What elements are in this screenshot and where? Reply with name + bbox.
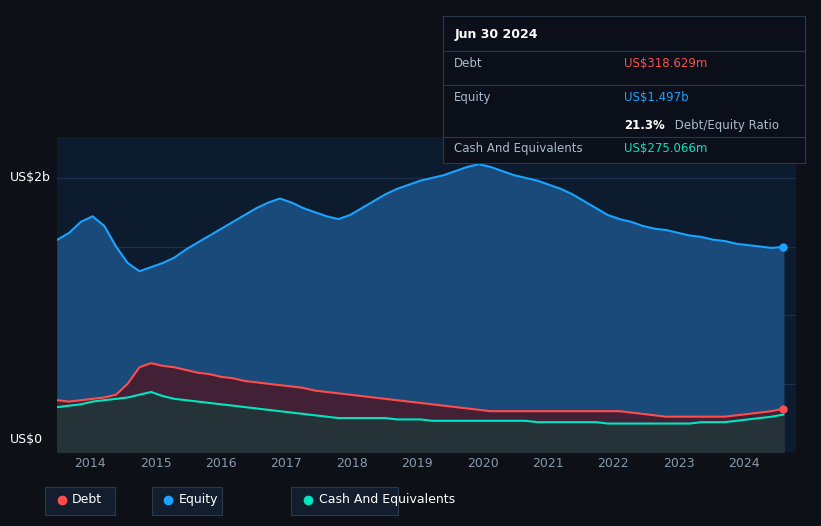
Text: Equity: Equity	[179, 493, 218, 506]
FancyBboxPatch shape	[291, 487, 398, 515]
Text: US$0: US$0	[10, 433, 43, 446]
Text: Equity: Equity	[454, 91, 492, 104]
Text: Debt: Debt	[72, 493, 103, 506]
Text: US$275.066m: US$275.066m	[624, 143, 708, 156]
Text: Cash And Equivalents: Cash And Equivalents	[319, 493, 455, 506]
Text: US$2b: US$2b	[10, 171, 50, 184]
Text: Cash And Equivalents: Cash And Equivalents	[454, 143, 583, 156]
Text: US$1.497b: US$1.497b	[624, 91, 689, 104]
Text: 21.3%: 21.3%	[624, 119, 665, 132]
FancyBboxPatch shape	[45, 487, 115, 515]
Text: Debt: Debt	[454, 57, 483, 70]
Text: US$318.629m: US$318.629m	[624, 57, 708, 70]
Text: Jun 30 2024: Jun 30 2024	[454, 27, 538, 41]
FancyBboxPatch shape	[152, 487, 222, 515]
Text: Debt/Equity Ratio: Debt/Equity Ratio	[671, 119, 779, 132]
